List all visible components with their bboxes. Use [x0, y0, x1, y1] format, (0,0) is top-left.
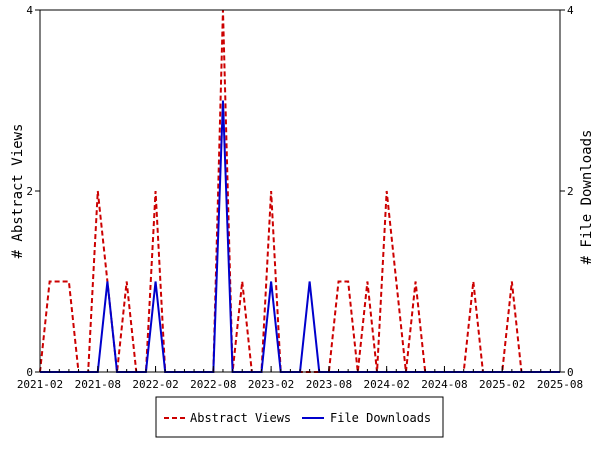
x-tick-label: 2025-08	[537, 378, 583, 391]
series-layer	[39, 9, 560, 373]
y-tick-label-right: 4	[567, 4, 574, 17]
plot-frame	[39, 9, 561, 373]
x-tick-label: 2025-02	[479, 378, 525, 391]
x-tick-label: 2023-02	[248, 378, 294, 391]
tick-layer: 2021-02 2021-08 2022-02 2022-08 2023-02 2023-…	[17, 4, 583, 391]
y-tick-label-right: 2	[567, 185, 574, 198]
x-tick-label: 2021-02	[17, 378, 63, 391]
x-tick-label: 2021-08	[75, 378, 121, 391]
legend-label-abstract-views: Abstract Views	[190, 411, 291, 425]
series-line-abstract-views	[39, 9, 560, 373]
y-axis-title-left: # Abstract Views	[10, 124, 26, 259]
x-tick-label: 2024-08	[421, 378, 467, 391]
y-tick-label-left: 2	[26, 185, 33, 198]
y-tick-label-right: 0	[567, 366, 574, 379]
plot-frame-layer	[39, 9, 561, 373]
y-tick-label-left: 0	[26, 366, 33, 379]
x-tick-label: 2022-08	[190, 378, 236, 391]
y-tick-label-left: 4	[26, 4, 33, 17]
x-tick-label: 2024-02	[363, 378, 409, 391]
x-tick-label: 2023-08	[306, 378, 352, 391]
legend-label-file-downloads: File Downloads	[330, 411, 431, 425]
legend-box	[155, 396, 444, 438]
legend: Abstract Views File Downloads	[155, 396, 444, 438]
x-tick-label: 2022-02	[132, 378, 178, 391]
series-line-file-downloads	[40, 100, 560, 373]
y-axis-title-right: # File Downloads	[579, 130, 595, 265]
